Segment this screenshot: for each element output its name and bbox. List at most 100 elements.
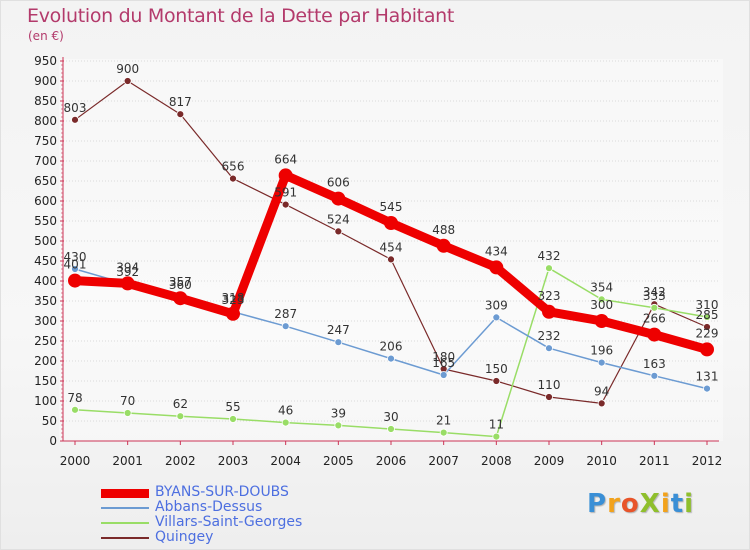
- data-label: 11: [489, 418, 504, 432]
- data-label: 30: [383, 410, 398, 424]
- data-label: 342: [643, 285, 666, 299]
- data-label: 323: [538, 289, 561, 303]
- data-label: 817: [169, 95, 192, 109]
- data-label: 150: [485, 362, 508, 376]
- data-label: 206: [380, 340, 403, 354]
- data-label: 309: [485, 298, 508, 312]
- y-tick-label: 700: [34, 154, 57, 168]
- data-point: [387, 425, 395, 433]
- x-tick-label: 2000: [60, 454, 91, 468]
- data-point: [439, 428, 448, 437]
- data-label: 300: [590, 298, 613, 312]
- y-tick-label: 350: [34, 294, 57, 308]
- data-point: [436, 238, 451, 253]
- legend-swatch-byans: [101, 489, 149, 498]
- data-point: [281, 200, 290, 209]
- y-tick-label: 150: [34, 374, 57, 388]
- data-point: [334, 227, 343, 236]
- data-point: [703, 313, 711, 321]
- data-label: 232: [538, 329, 561, 343]
- legend-label-villars: Villars-Saint-Georges: [155, 514, 303, 530]
- chart-title: Evolution du Montant de la Dette par Hab…: [27, 5, 455, 27]
- data-point: [439, 371, 448, 379]
- chart-subtitle: (en €): [28, 29, 64, 43]
- x-tick-label: 2005: [323, 454, 354, 468]
- data-point: [492, 432, 501, 441]
- legend-label-abbans: Abbans-Dessus: [155, 499, 263, 515]
- x-tick-label: 2007: [428, 454, 459, 468]
- data-label: 287: [274, 307, 297, 321]
- data-label: 354: [590, 280, 613, 294]
- data-point: [597, 358, 606, 367]
- data-point: [123, 409, 132, 417]
- y-tick-label: 750: [34, 134, 57, 148]
- data-label: 94: [594, 384, 609, 398]
- data-point: [68, 273, 82, 288]
- x-tick-label: 2001: [112, 454, 143, 468]
- data-label: 392: [116, 265, 139, 279]
- y-tick-label: 100: [34, 394, 57, 408]
- logo-letter: X: [639, 489, 661, 519]
- data-label: 357: [169, 275, 192, 289]
- data-point: [703, 384, 711, 393]
- data-label: 656: [222, 160, 245, 174]
- x-tick-label: 2006: [376, 454, 407, 468]
- data-point: [229, 415, 237, 423]
- data-label: 21: [436, 414, 451, 428]
- legend-swatch-villars: [101, 522, 149, 524]
- data-point: [173, 291, 188, 306]
- data-label: 180: [432, 350, 455, 364]
- logo-letter: i: [660, 489, 671, 519]
- data-point: [226, 306, 240, 321]
- y-tick-label: 500: [34, 234, 57, 248]
- data-label: 333: [643, 289, 666, 303]
- plot-area: [59, 59, 723, 441]
- data-point: [597, 295, 606, 304]
- data-label: 78: [67, 391, 82, 405]
- y-tick-label: 550: [34, 214, 57, 228]
- data-point: [387, 255, 395, 264]
- data-label: 454: [380, 240, 403, 254]
- logo-letter: i: [684, 489, 695, 519]
- data-label: 55: [225, 400, 240, 414]
- data-label: 606: [327, 176, 350, 190]
- data-point: [334, 421, 343, 430]
- data-point: [334, 338, 343, 347]
- y-tick-label: 250: [34, 334, 57, 348]
- y-tick-label: 600: [34, 194, 57, 208]
- x-tick-label: 2010: [586, 454, 617, 468]
- data-point: [647, 327, 662, 342]
- y-tick-label: 950: [34, 54, 57, 68]
- x-tick-label: 2012: [692, 454, 723, 468]
- data-point: [650, 303, 659, 312]
- data-point: [176, 110, 185, 119]
- data-point: [594, 314, 609, 328]
- x-tick-label: 2009: [534, 454, 565, 468]
- y-tick-label: 400: [34, 274, 57, 288]
- data-label: 803: [64, 101, 87, 115]
- data-point: [384, 216, 398, 230]
- data-label: 110: [538, 378, 561, 392]
- y-tick-label: 50: [42, 414, 57, 428]
- legend-swatch-abbans: [101, 507, 149, 509]
- data-label: 266: [643, 312, 666, 326]
- data-label: 664: [274, 152, 297, 166]
- legend-label-byans: BYANS-SUR-DOUBS: [155, 484, 289, 500]
- data-point: [545, 393, 553, 401]
- data-point: [545, 264, 553, 273]
- data-label: 323: [222, 293, 245, 307]
- data-label: 62: [173, 397, 188, 411]
- data-label: 360: [169, 278, 192, 292]
- legend-label-quingey: Quingey: [155, 529, 214, 545]
- data-label: 430: [64, 250, 87, 264]
- data-point: [387, 354, 395, 363]
- data-label: 247: [327, 323, 350, 337]
- data-label: 196: [590, 344, 613, 358]
- logo-letter: t: [670, 489, 685, 519]
- y-tick-label: 450: [34, 254, 57, 268]
- data-label: 163: [643, 357, 666, 371]
- data-point: [492, 377, 501, 385]
- logo-letter: r: [607, 489, 621, 519]
- y-tick-label: 800: [34, 114, 57, 128]
- data-point: [492, 313, 501, 322]
